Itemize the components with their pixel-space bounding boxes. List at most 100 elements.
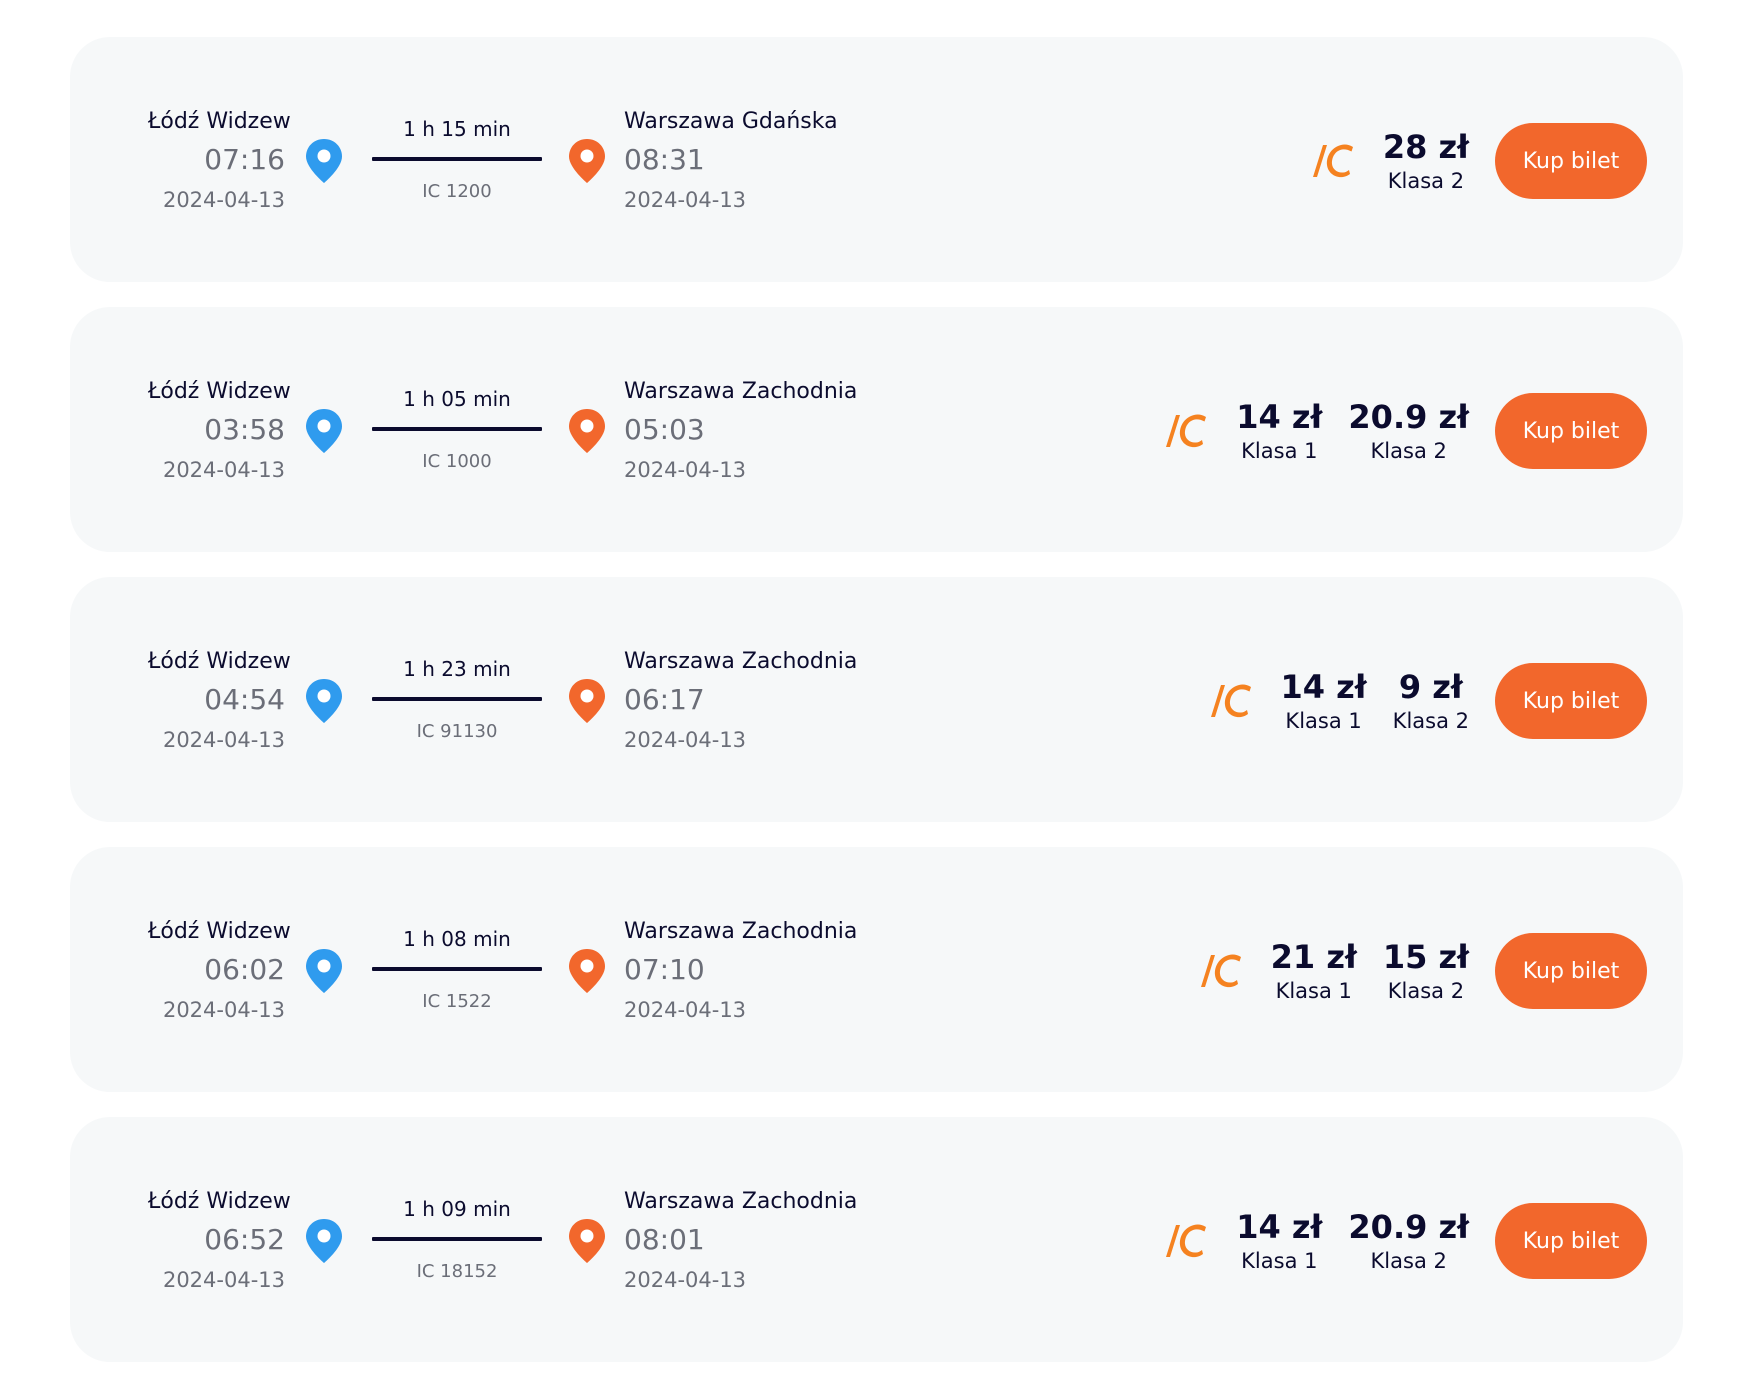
price-amount: 20.9 zł bbox=[1348, 1208, 1469, 1246]
arrival-info: Warszawa Gdańska 08:31 2024-04-13 bbox=[624, 109, 838, 212]
journey-duration: 1 h 05 min bbox=[403, 387, 511, 411]
price-class: Klasa 1 bbox=[1241, 439, 1318, 463]
arrival-time: 05:03 bbox=[624, 413, 705, 446]
journey-info: 1 h 05 min IC 1000 bbox=[372, 387, 542, 473]
price-class: Klasa 1 bbox=[1275, 979, 1352, 1003]
departure-info: Łódź Widzew 06:02 2024-04-13 bbox=[148, 919, 291, 1022]
price-amount: 14 zł bbox=[1236, 398, 1323, 436]
price-class: Klasa 1 bbox=[1285, 709, 1362, 733]
price-amount: 9 zł bbox=[1398, 668, 1463, 706]
departure-map-pin-icon bbox=[306, 139, 342, 183]
ic-logo-icon bbox=[1210, 684, 1251, 718]
arrival-time: 08:01 bbox=[624, 1223, 705, 1256]
buy-ticket-button[interactable]: Kup bilet bbox=[1495, 393, 1647, 469]
arrival-map-pin-icon bbox=[569, 1219, 605, 1263]
price-class: Klasa 2 bbox=[1387, 169, 1465, 193]
price-option: 15 zł Klasa 2 bbox=[1383, 939, 1469, 1003]
price-option: 14 zł Klasa 1 bbox=[1281, 669, 1367, 733]
arrival-time: 07:10 bbox=[624, 953, 705, 986]
arrival-info: Warszawa Zachodnia 08:01 2024-04-13 bbox=[624, 1189, 857, 1292]
arrival-map-pin-icon bbox=[569, 949, 605, 993]
price-amount: 28 zł bbox=[1382, 128, 1469, 166]
departure-map-pin-icon bbox=[306, 679, 342, 723]
buy-ticket-button[interactable]: Kup bilet bbox=[1495, 1203, 1647, 1279]
price-amount: 14 zł bbox=[1236, 1208, 1323, 1246]
price-list: 28 zł Klasa 2 bbox=[1383, 129, 1469, 193]
price-option: 20.9 zł Klasa 2 bbox=[1348, 399, 1469, 463]
arrival-date: 2024-04-13 bbox=[624, 728, 747, 752]
departure-info: Łódź Widzew 03:58 2024-04-13 bbox=[148, 379, 291, 482]
departure-info: Łódź Widzew 04:54 2024-04-13 bbox=[148, 649, 291, 752]
route-line bbox=[372, 157, 542, 161]
departure-date: 2024-04-13 bbox=[162, 188, 285, 212]
arrival-time: 08:31 bbox=[624, 143, 705, 176]
departure-station: Łódź Widzew bbox=[148, 109, 291, 134]
departure-date: 2024-04-13 bbox=[162, 458, 285, 482]
route-line bbox=[372, 697, 542, 701]
arrival-station: Warszawa Zachodnia bbox=[624, 919, 858, 944]
arrival-date: 2024-04-13 bbox=[624, 458, 747, 482]
offer-section: 21 zł Klasa 1 15 zł Klasa 2 Kup bilet bbox=[1199, 933, 1647, 1009]
arrival-map-pin-icon bbox=[569, 409, 605, 453]
price-class: Klasa 2 bbox=[1370, 439, 1447, 463]
departure-date: 2024-04-13 bbox=[162, 1268, 285, 1292]
departure-station: Łódź Widzew bbox=[148, 379, 291, 404]
train-number: IC 1522 bbox=[422, 991, 492, 1012]
arrival-station: Warszawa Gdańska bbox=[624, 109, 838, 134]
price-list: 21 zł Klasa 1 15 zł Klasa 2 bbox=[1271, 939, 1469, 1003]
train-number: IC 1200 bbox=[422, 181, 492, 202]
departure-station: Łódź Widzew bbox=[148, 919, 291, 944]
departure-date: 2024-04-13 bbox=[162, 998, 285, 1022]
offer-section: 28 zł Klasa 2 Kup bilet bbox=[1311, 123, 1647, 199]
journey-duration: 1 h 15 min bbox=[403, 117, 511, 141]
price-list: 14 zł Klasa 1 9 zł Klasa 2 bbox=[1281, 669, 1470, 733]
connection-card: Łódź Widzew 03:58 2024-04-13 1 h 05 min … bbox=[70, 307, 1683, 552]
price-class: Klasa 2 bbox=[1392, 709, 1469, 733]
arrival-date: 2024-04-13 bbox=[624, 1268, 747, 1292]
ic-logo-icon bbox=[1312, 144, 1353, 178]
buy-ticket-button[interactable]: Kup bilet bbox=[1495, 123, 1647, 199]
departure-time: 06:02 bbox=[204, 953, 285, 986]
journey-info: 1 h 09 min IC 18152 bbox=[372, 1197, 542, 1283]
price-list: 14 zł Klasa 1 20.9 zł Klasa 2 bbox=[1236, 1209, 1469, 1273]
connection-card: Łódź Widzew 07:16 2024-04-13 1 h 15 min … bbox=[70, 37, 1683, 282]
train-number: IC 91130 bbox=[416, 721, 498, 742]
arrival-time: 06:17 bbox=[624, 683, 705, 716]
price-amount: 20.9 zł bbox=[1348, 398, 1469, 436]
departure-time: 03:58 bbox=[204, 413, 285, 446]
departure-info: Łódź Widzew 07:16 2024-04-13 bbox=[148, 109, 291, 212]
journey-duration: 1 h 23 min bbox=[403, 657, 511, 681]
route-line bbox=[372, 427, 542, 431]
arrival-station: Warszawa Zachodnia bbox=[624, 1189, 858, 1214]
price-amount: 21 zł bbox=[1270, 938, 1357, 976]
departure-station: Łódź Widzew bbox=[148, 649, 291, 674]
connection-card: Łódź Widzew 06:52 2024-04-13 1 h 09 min … bbox=[70, 1117, 1683, 1362]
train-number: IC 18152 bbox=[416, 1261, 498, 1282]
train-number: IC 1000 bbox=[422, 451, 492, 472]
price-amount: 15 zł bbox=[1382, 938, 1469, 976]
buy-ticket-button[interactable]: Kup bilet bbox=[1495, 663, 1647, 739]
departure-time: 04:54 bbox=[204, 683, 285, 716]
journey-info: 1 h 23 min IC 91130 bbox=[372, 657, 542, 743]
connection-card: Łódź Widzew 04:54 2024-04-13 1 h 23 min … bbox=[70, 577, 1683, 822]
offer-section: 14 zł Klasa 1 9 zł Klasa 2 Kup bilet bbox=[1209, 663, 1647, 739]
price-option: 28 zł Klasa 2 bbox=[1383, 129, 1469, 193]
price-amount: 14 zł bbox=[1280, 668, 1367, 706]
departure-map-pin-icon bbox=[306, 409, 342, 453]
ic-logo-icon bbox=[1166, 1224, 1207, 1258]
route-line bbox=[372, 1237, 542, 1241]
arrival-station: Warszawa Zachodnia bbox=[624, 379, 858, 404]
departure-time: 07:16 bbox=[204, 143, 285, 176]
connection-card: Łódź Widzew 06:02 2024-04-13 1 h 08 min … bbox=[70, 847, 1683, 1092]
arrival-map-pin-icon bbox=[569, 679, 605, 723]
price-option: 21 zł Klasa 1 bbox=[1271, 939, 1357, 1003]
journey-info: 1 h 08 min IC 1522 bbox=[372, 927, 542, 1013]
departure-map-pin-icon bbox=[306, 949, 342, 993]
price-class: Klasa 1 bbox=[1241, 1249, 1318, 1273]
price-list: 14 zł Klasa 1 20.9 zł Klasa 2 bbox=[1236, 399, 1469, 463]
arrival-date: 2024-04-13 bbox=[624, 998, 747, 1022]
buy-ticket-button[interactable]: Kup bilet bbox=[1495, 933, 1647, 1009]
departure-map-pin-icon bbox=[306, 1219, 342, 1263]
price-option: 9 zł Klasa 2 bbox=[1393, 669, 1469, 733]
arrival-info: Warszawa Zachodnia 07:10 2024-04-13 bbox=[624, 919, 857, 1022]
